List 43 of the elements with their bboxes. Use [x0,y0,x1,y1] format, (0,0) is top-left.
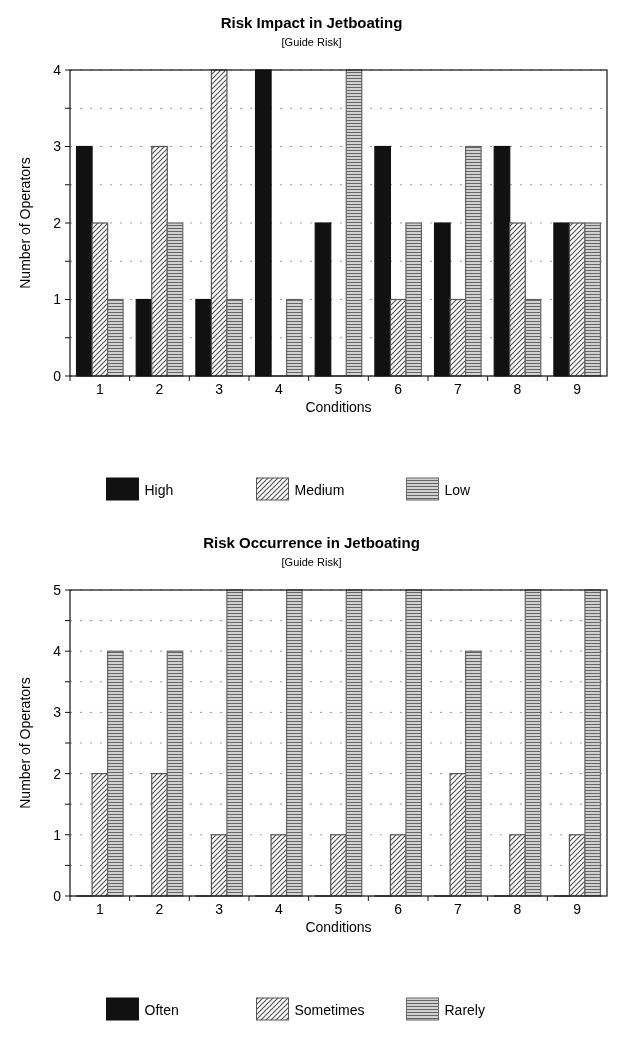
chart-subtitle: [Guide Risk] [281,36,342,48]
legend-label: High [144,481,174,498]
x-tick-label: 6 [394,901,403,917]
legend-label: Sometimes [294,1001,365,1018]
y-tick-label: 0 [53,887,62,904]
chart-title: Risk Impact in Jetboating [220,14,403,31]
y-tick-label: 2 [53,214,62,231]
chart-subtitle: [Guide Risk] [281,556,342,568]
chart-title: Risk Occurrence in Jetboating [203,534,420,551]
x-tick-label: 9 [573,381,582,397]
x-tick-label: 5 [334,901,343,917]
y-tick-label: 2 [53,765,62,782]
y-tick-label: 1 [53,826,62,843]
y-tick-label: 4 [53,61,62,78]
x-tick-label: 5 [334,381,343,397]
x-tick-label: 8 [513,381,522,397]
x-axis-title: Conditions [305,399,372,415]
x-tick-label: 9 [573,901,582,917]
x-tick-label: 6 [394,381,403,397]
y-tick-label: 3 [53,138,62,155]
legend-label: Medium [294,481,345,498]
y-tick-label: 4 [53,643,62,660]
x-axis-title: Conditions [305,919,372,935]
legend-label: Rarely [444,1001,485,1018]
legend-label: Often [144,1001,179,1018]
x-tick-label: 4 [274,381,283,397]
x-tick-label: 7 [453,901,462,917]
x-tick-label: 3 [215,381,224,397]
y-tick-label: 0 [53,367,62,384]
x-tick-label: 3 [215,901,224,917]
y-tick-label: 1 [53,291,62,308]
x-tick-label: 2 [155,381,164,397]
x-tick-label: 2 [155,901,164,917]
x-tick-label: 1 [95,381,104,397]
y-tick-label: 3 [53,704,62,721]
y-axis-title: Number of Operators [17,157,33,289]
y-axis-title: Number of Operators [17,677,33,809]
legend-label: Low [444,481,472,498]
y-tick-label: 5 [53,581,62,598]
x-tick-label: 7 [453,381,462,397]
x-tick-label: 1 [95,901,104,917]
x-tick-label: 8 [513,901,522,917]
x-tick-label: 4 [274,901,283,917]
